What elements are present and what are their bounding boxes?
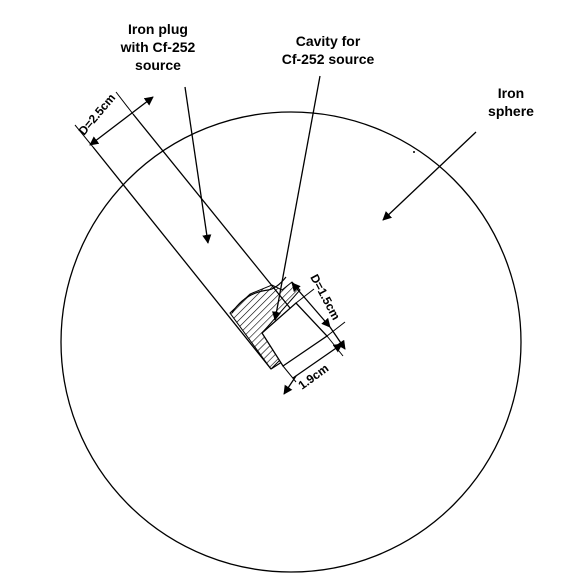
iron-sphere-outline	[61, 112, 521, 572]
iron-sphere-pointer-arrow	[382, 132, 476, 221]
cavity-pointer-arrow	[272, 76, 320, 321]
iron-sphere-label: Iron sphere	[488, 85, 534, 119]
iron-plug-pointer-arrow	[185, 87, 212, 244]
cavity-label: Cavity for Cf-252 source	[281, 33, 375, 67]
dot-mark	[413, 151, 415, 153]
cavity-diameter-label: D=1.5cm	[307, 272, 343, 322]
plug-diameter-dimension: D=2.5cm	[75, 91, 154, 147]
plug-diameter-label: D=2.5cm	[76, 91, 119, 138]
cavity-depth-label: 1.9cm	[296, 361, 332, 392]
iron-plug-label: Iron plug with Cf-252 source	[120, 21, 196, 73]
